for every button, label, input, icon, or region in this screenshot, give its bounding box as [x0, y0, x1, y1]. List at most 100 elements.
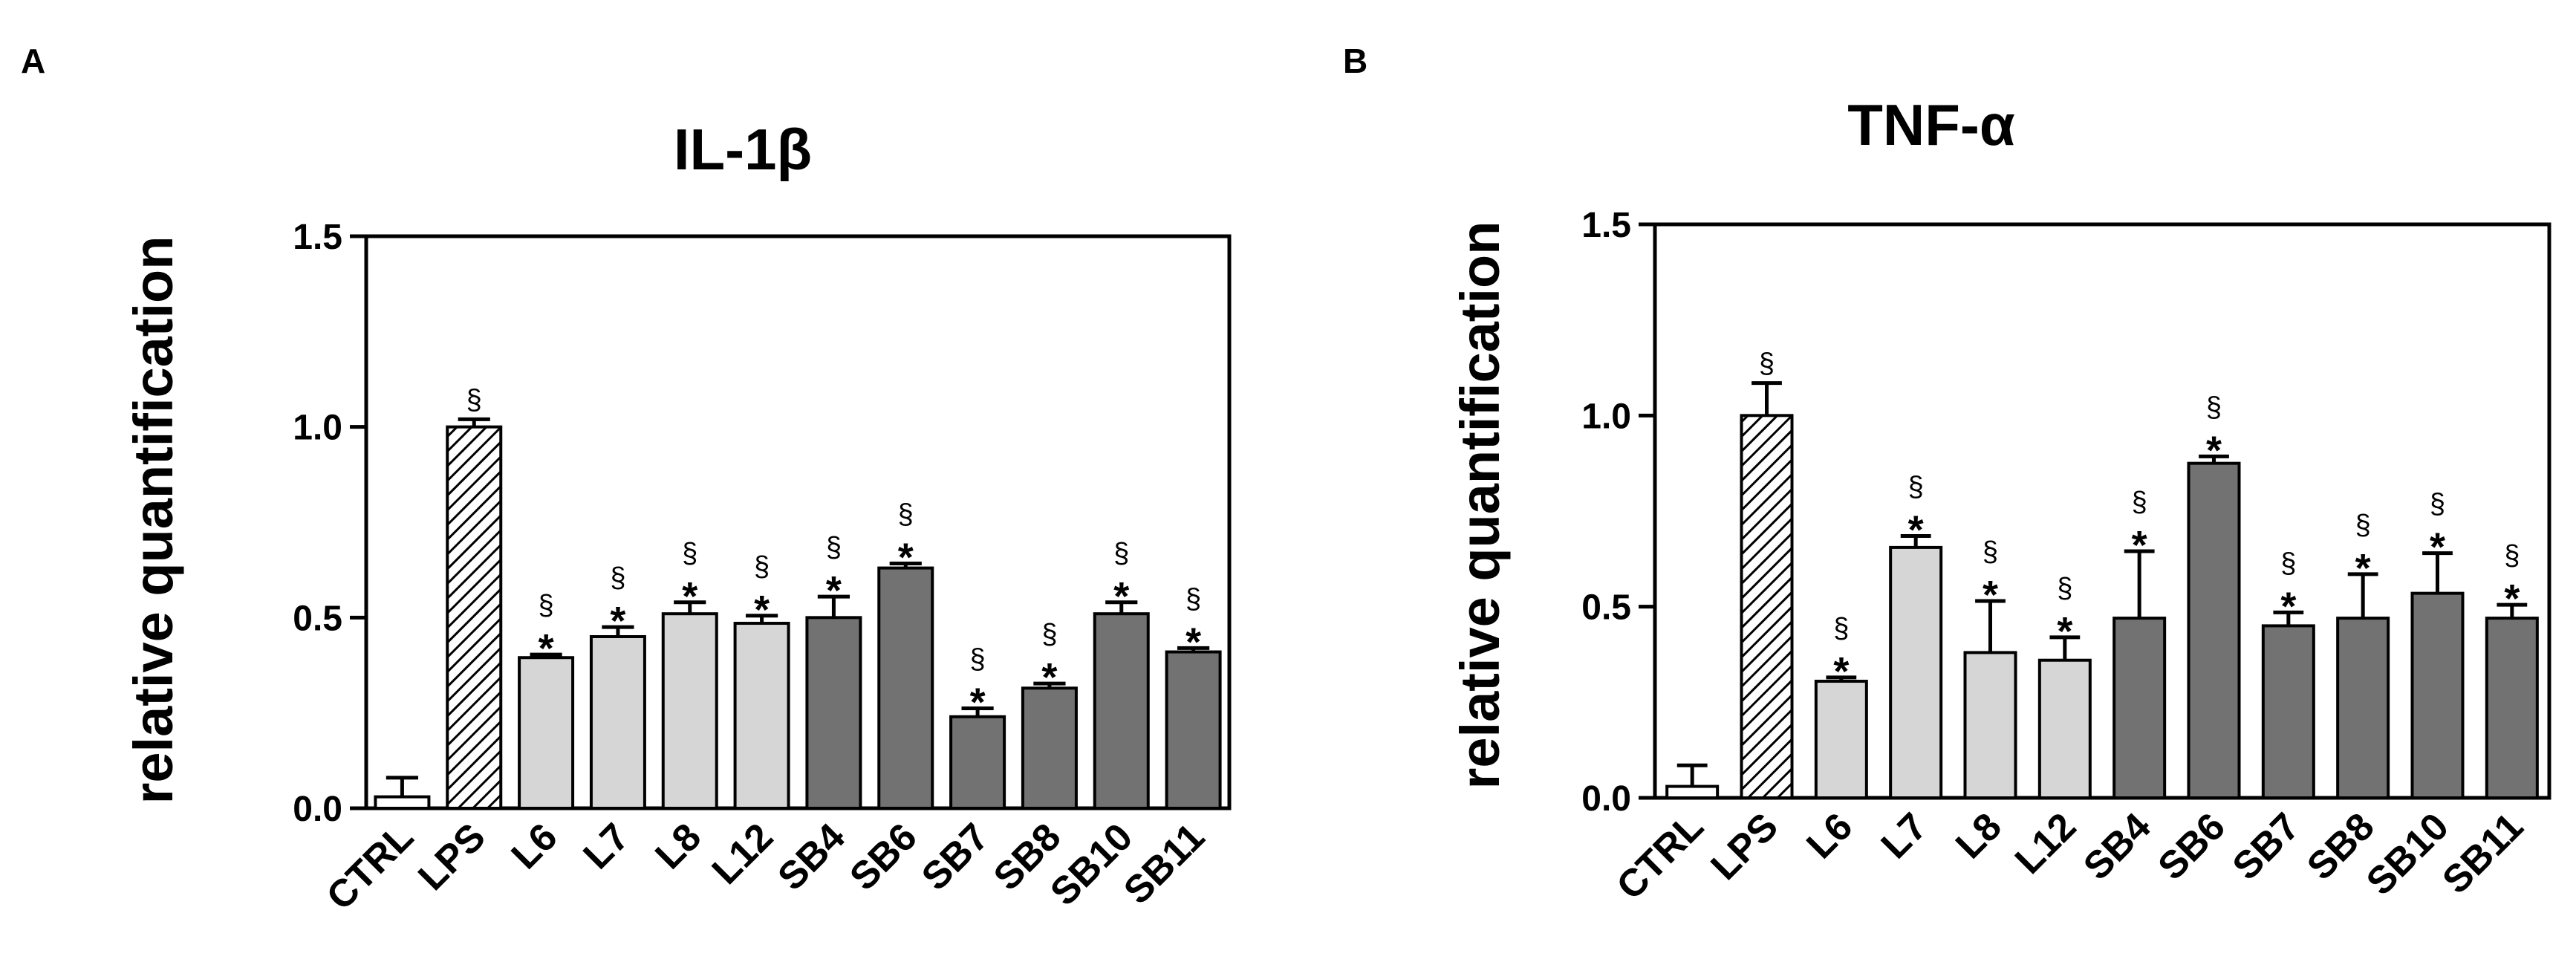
- significance-section: §: [466, 384, 482, 415]
- x-tick-label: SB7: [2225, 805, 2309, 888]
- bar-l12: [2037, 658, 2092, 799]
- y-tick-label: 1.5: [293, 218, 342, 257]
- significance-section: §: [1833, 613, 1849, 644]
- y-tick-label: 1.5: [1581, 206, 1631, 245]
- bar-ctrl: [1665, 784, 1720, 800]
- significance-section: §: [539, 590, 554, 621]
- x-tick-label: SB6: [842, 815, 926, 899]
- significance-section: §: [1759, 348, 1775, 380]
- plot-frame: [364, 234, 1232, 810]
- significance-star: *: [754, 588, 770, 632]
- significance-star: *: [1983, 573, 1998, 617]
- significance-star: *: [2132, 523, 2147, 568]
- x-tick-label: CTRL: [319, 815, 422, 918]
- x-tick-label: SB4: [2075, 805, 2159, 888]
- x-tick-label: LPS: [1702, 805, 1786, 888]
- bar-l12: [733, 622, 790, 810]
- bar-ctrl: [374, 795, 431, 810]
- significance-section: §: [2057, 573, 2072, 604]
- bar-l6: [1814, 680, 1868, 799]
- bar-lps: [446, 425, 503, 810]
- x-tick-label: SB6: [2150, 805, 2234, 888]
- bar-sb6: [877, 566, 934, 810]
- x-tick-label: SB7: [914, 815, 998, 899]
- bar-sb7: [949, 715, 1006, 810]
- significance-section: §: [970, 644, 986, 675]
- significance-star: *: [610, 599, 625, 643]
- x-tick-label: SB4: [770, 815, 853, 899]
- bar-sb4: [805, 616, 862, 810]
- bar-sb10: [1093, 612, 1150, 810]
- chart-panel-a: A IL-1β relative quantification 0.0 0.5 1.0 1.…: [21, 42, 1232, 919]
- y-tick-label: 0.5: [293, 599, 342, 638]
- y-tick-label: 0.5: [1581, 588, 1631, 628]
- x-tick-label: L8: [647, 815, 709, 877]
- x-tick-label: L7: [1873, 805, 1936, 867]
- bar-sb4: [2112, 617, 2167, 800]
- significance-section: §: [826, 532, 842, 563]
- x-tick-label: SB10: [1042, 815, 1141, 914]
- significance-star: *: [2206, 428, 2222, 472]
- significance-star: *: [1113, 574, 1129, 619]
- significance-section: §: [2504, 540, 2520, 571]
- significance-star: *: [2430, 525, 2445, 570]
- y-axis-label: relative quantification: [1449, 221, 1511, 790]
- bar-l6: [518, 656, 575, 810]
- significance-star: *: [2355, 546, 2371, 591]
- x-tick-label: LPS: [410, 815, 494, 899]
- y-axis-label: relative quantification: [123, 236, 184, 805]
- bar-lps: [1740, 414, 1794, 799]
- significance-star: *: [898, 535, 914, 579]
- x-tick-label: L8: [1948, 805, 2010, 867]
- bar-sb7: [2261, 624, 2315, 800]
- panel-letter: B: [1343, 42, 1367, 80]
- x-tick-label: SB11: [2434, 805, 2531, 902]
- x-tick-label: L7: [575, 815, 637, 877]
- significance-section: §: [1908, 471, 1924, 502]
- significance-star: *: [1185, 620, 1201, 664]
- bar-sb8: [1021, 686, 1078, 810]
- bar-sb11: [1165, 650, 1222, 810]
- significance-section: §: [1185, 583, 1201, 614]
- x-tick-label: L6: [1798, 805, 1861, 867]
- x-tick-label: L6: [504, 815, 566, 877]
- y-tick-label: 1.0: [1581, 397, 1631, 436]
- significance-section: §: [2132, 487, 2147, 518]
- significance-section: §: [682, 538, 697, 569]
- x-tick-label: CTRL: [1609, 805, 1712, 908]
- y-tick-label: 1.0: [293, 409, 342, 448]
- significance-section: §: [898, 498, 914, 530]
- bar-l8: [1963, 651, 2017, 800]
- chart-title: TNF-α: [1847, 92, 2015, 157]
- significance-section: §: [754, 551, 770, 582]
- bar-l8: [661, 612, 718, 810]
- significance-star: *: [2057, 609, 2072, 654]
- y-tick-label: 0.0: [1581, 779, 1631, 819]
- bar-sb6: [2187, 461, 2241, 800]
- significance-star: *: [1041, 655, 1057, 700]
- bar-sb8: [2336, 617, 2390, 800]
- significance-section: §: [2430, 489, 2445, 520]
- significance-star: *: [970, 680, 986, 725]
- bar-sb11: [2485, 617, 2539, 800]
- significance-star: *: [1833, 649, 1849, 694]
- significance-section: §: [1113, 538, 1129, 569]
- x-tick-label: L12: [2007, 805, 2084, 882]
- panel-letter: A: [21, 42, 45, 80]
- x-tick-label: L12: [704, 815, 781, 892]
- significance-star: *: [2504, 576, 2520, 621]
- significance-star: *: [1908, 507, 1924, 552]
- significance-star: *: [2280, 584, 2296, 628]
- x-tick-label: SB11: [1116, 815, 1213, 912]
- bar-l7: [589, 635, 646, 810]
- bar-l7: [1889, 545, 1943, 799]
- significance-section: §: [2355, 510, 2371, 541]
- significance-star: *: [682, 574, 697, 619]
- significance-section: §: [1041, 619, 1057, 650]
- x-tick-label: SB10: [2358, 805, 2457, 903]
- significance-section: §: [1983, 536, 1998, 568]
- chart-panel-b: B TNF-α relative quantification 0.0 0.5 1.0 1.…: [1343, 42, 2551, 909]
- significance-star: *: [539, 626, 554, 671]
- significance-section: §: [2280, 548, 2296, 579]
